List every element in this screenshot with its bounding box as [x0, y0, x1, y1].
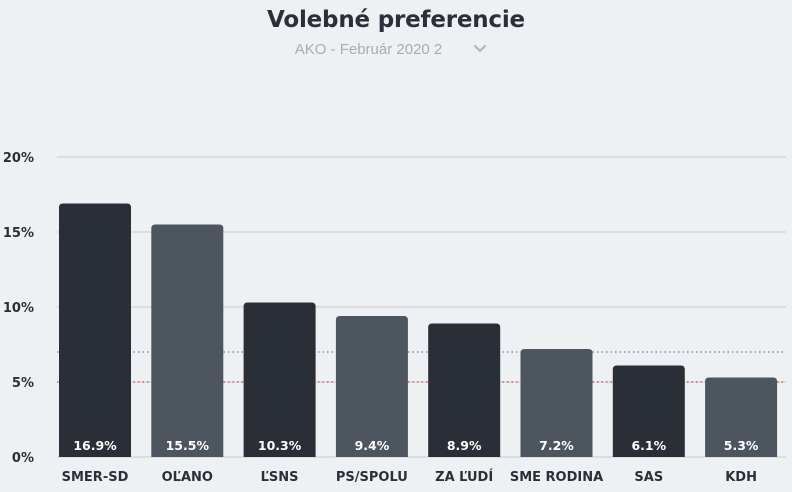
x-tick-label: SMER-SD — [62, 470, 129, 485]
bar-value-label: 5.3% — [724, 438, 759, 453]
y-tick-label: 5% — [12, 376, 34, 391]
bar-value-label: 10.3% — [258, 438, 302, 453]
x-tick-label: KDH — [725, 470, 757, 485]
x-tick-label: ĽSNS — [261, 470, 299, 485]
bar-sas[interactable] — [612, 365, 685, 458]
bars: 16.9% 15.5% 10.3% 9.4% 8.9% 7.2% 6.1% 5.3% — [59, 203, 778, 458]
bar-ps-spolu[interactable] — [335, 316, 408, 457]
bar-smer-sd[interactable] — [59, 203, 131, 458]
chart-header: Volebné preferencie AKO - Február 2020 2 — [0, 0, 792, 70]
bar--sns[interactable] — [243, 302, 316, 458]
bar-value-label: 6.1% — [631, 438, 666, 453]
bar-sme-rodina[interactable] — [520, 349, 593, 457]
chevron-down-icon[interactable] — [473, 44, 487, 54]
y-axis-ticks: 0% 5% 10% 15% 20% — [3, 151, 34, 466]
bar-value-label: 8.9% — [447, 438, 482, 453]
bar-za-ud-[interactable] — [428, 323, 501, 458]
poll-selector[interactable]: AKO - Február 2020 2 — [0, 41, 792, 63]
x-axis-labels: SMER-SD OĽANO ĽSNS PS/SPOLU ZA ĽUDÍ SME RODIN… — [62, 469, 757, 485]
bar-value-label: 9.4% — [355, 438, 390, 453]
x-tick-label: PS/SPOLU — [336, 470, 408, 485]
x-tick-label: SME RODINA — [510, 470, 603, 485]
y-tick-label: 20% — [3, 151, 34, 166]
x-tick-label: SAS — [634, 470, 663, 485]
x-tick-label: OĽANO — [162, 470, 213, 485]
bar-value-label: 15.5% — [166, 438, 210, 453]
bar-kdh[interactable] — [705, 377, 778, 458]
bar-value-label: 16.9% — [73, 438, 117, 453]
x-tick-label: ZA ĽUDÍ — [435, 469, 493, 485]
bar-o-ano[interactable] — [151, 224, 224, 458]
y-tick-label: 15% — [3, 226, 34, 241]
poll-selector-label: AKO - Február 2020 2 — [294, 41, 443, 58]
page-title: Volebné preferencie — [267, 7, 525, 33]
bar-value-label: 7.2% — [539, 438, 574, 453]
y-tick-label: 10% — [3, 301, 34, 316]
y-tick-label: 0% — [12, 451, 34, 466]
